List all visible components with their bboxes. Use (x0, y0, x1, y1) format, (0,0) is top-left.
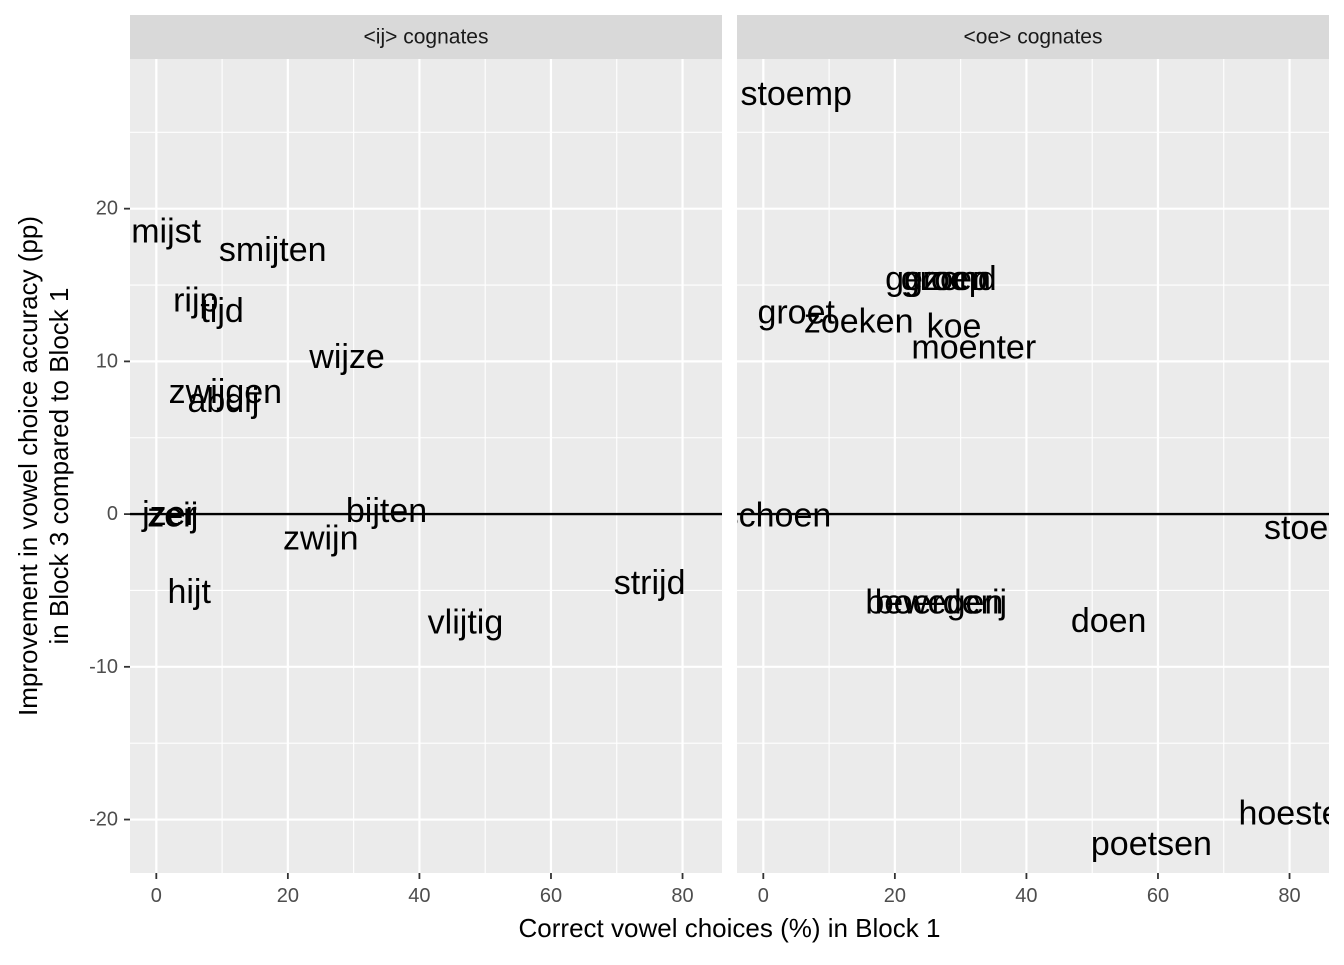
x-tick-label: 60 (1147, 885, 1169, 907)
word-label-doen: doen (1071, 602, 1147, 640)
word-label-zwijn: zwijn (283, 520, 359, 558)
word-label-groen: groen (904, 260, 991, 298)
word-label-vlijtig: vlijtig (428, 604, 504, 642)
panel-background (737, 59, 1329, 873)
word-label-smijten: smijten (219, 231, 327, 269)
word-label-koe: koe (927, 307, 982, 345)
word-label-tijd: tijd (200, 292, 243, 330)
x-tick-label: 80 (1278, 885, 1300, 907)
y-tick-label: 0 (107, 503, 118, 525)
y-tick-label: -10 (89, 656, 118, 678)
y-axis-title-line-1: Improvement in vowel choice accuracy (pp… (13, 216, 43, 716)
x-tick-label: 0 (151, 885, 162, 907)
word-label-zeij: zeij (147, 497, 198, 535)
word-label-groep: groep (901, 260, 988, 298)
y-tick-label: 10 (96, 350, 118, 372)
facet-strip (130, 15, 722, 59)
y-tick-label: 20 (96, 198, 118, 220)
word-label-hijt: hijt (167, 573, 211, 611)
x-tick-label: 40 (1015, 885, 1037, 907)
panel-background (130, 59, 722, 873)
word-label-schoen: schoen (722, 497, 832, 535)
word-label-hoeste: hoeste (1238, 794, 1340, 832)
x-tick-label: 60 (540, 885, 562, 907)
word-label-jzer: jzer (141, 495, 197, 533)
x-tick-label: 20 (884, 885, 906, 907)
x-axis-title: Correct vowel choices (%) in Block 1 (519, 913, 941, 943)
word-label-bijten: bijten (346, 492, 427, 530)
facet-strip-label: <ij> cognates (364, 26, 489, 49)
word-label-moenter: moenter (911, 329, 1036, 367)
x-tick-label: 80 (671, 885, 693, 907)
word-label-poetsen: poetsen (1091, 825, 1212, 863)
word-label-stoe: stoe (1264, 509, 1328, 547)
word-label-wijze: wijze (308, 338, 385, 376)
word-label-boerderij: boerderij (875, 584, 1007, 622)
word-label-mijst: mijst (131, 213, 201, 251)
word-label-strijd: strijd (614, 564, 686, 602)
y-tick-label: -20 (89, 809, 118, 831)
word-label-groet: groet (757, 294, 835, 332)
x-tick-label: 40 (408, 885, 430, 907)
x-tick-label: 0 (758, 885, 769, 907)
x-tick-label: 20 (277, 885, 299, 907)
word-label-rijp: rijp (173, 281, 218, 319)
word-label-zwijgen: zwijgen (169, 373, 282, 411)
facet-strip (737, 15, 1329, 59)
word-label-bewegen: bewegen (865, 584, 1003, 622)
word-label-gezond: gezond (885, 260, 997, 298)
word-label-stoemp: stoemp (740, 75, 852, 113)
y-axis-title-line-2: in Block 3 compared to Block 1 (44, 288, 74, 645)
facet-strip-label: <oe> cognates (964, 26, 1103, 49)
word-label-abdij: abdij (187, 382, 259, 420)
word-label-zoeken: zoeken (804, 303, 914, 341)
